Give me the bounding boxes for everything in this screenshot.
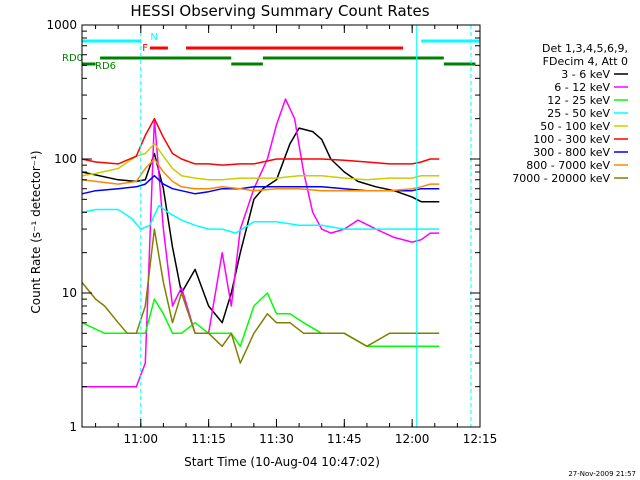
n-flag-label: N	[150, 32, 157, 43]
legend: Det 1,3,4,5,6,9,FDecim 4, Att 03 - 6 keV…	[512, 42, 628, 185]
series-line-8	[81, 228, 440, 364]
legend-entry-label: 6 - 12 keV	[554, 81, 610, 94]
x-tick-label: 11:00	[123, 432, 158, 446]
x-tick-label: 12:15	[463, 432, 498, 446]
legend-entry-label: 7000 - 20000 keV	[512, 172, 610, 185]
y-tick-label: 1000	[46, 18, 77, 32]
series-line-3	[81, 204, 440, 234]
legend-entry-label: 12 - 25 keV	[547, 94, 610, 107]
legend-entry-label: 300 - 800 keV	[533, 146, 610, 159]
series-line-1	[82, 98, 440, 388]
series-line-7	[81, 158, 440, 192]
chart-title: HESSI Observing Summary Count Rates	[130, 2, 429, 20]
series-line-5	[81, 117, 440, 166]
y-tick-label: 100	[54, 152, 77, 166]
legend-entry-label: 800 - 7000 keV	[526, 159, 610, 172]
series-line-0	[81, 127, 440, 324]
series-line-4	[81, 142, 440, 181]
x-tick-label: 11:30	[259, 432, 294, 446]
legend-entry-label: 25 - 50 keV	[547, 107, 610, 120]
x-tick-label: 11:45	[327, 432, 362, 446]
plot-frame	[81, 24, 481, 428]
rd6-flag-label: RD6	[95, 61, 116, 72]
annotation-date: 27-Nov-2009 21:57	[568, 470, 636, 478]
legend-header-line: FDecim 4, Att 0	[543, 55, 628, 68]
y-axis-label: Count Rate (s⁻¹ detector⁻¹)	[29, 150, 43, 313]
rd0-flag-label: RD0	[62, 53, 83, 64]
series-line-2	[81, 292, 440, 348]
legend-entry-label: 50 - 100 keV	[540, 120, 610, 133]
ticks-layer: 11:00 11:15 11:30 11:45 12:00 12:15 1 10 100 1000	[46, 18, 497, 446]
flags-layer: NF RD0 RD6	[62, 25, 480, 427]
x-tick-label: 11:15	[191, 432, 226, 446]
f-flag-label: F	[142, 43, 148, 54]
legend-entry-label: 100 - 300 keV	[533, 133, 610, 146]
series-layer	[81, 98, 440, 388]
legend-entry-label: 3 - 6 keV	[561, 68, 610, 81]
x-tick-label: 12:00	[395, 432, 430, 446]
legend-header-line: Det 1,3,4,5,6,9,	[542, 42, 628, 55]
x-axis-label: Start Time (10-Aug-04 10:47:02)	[184, 455, 380, 469]
y-tick-label: 10	[62, 286, 77, 300]
y-tick-label: 1	[69, 420, 77, 434]
